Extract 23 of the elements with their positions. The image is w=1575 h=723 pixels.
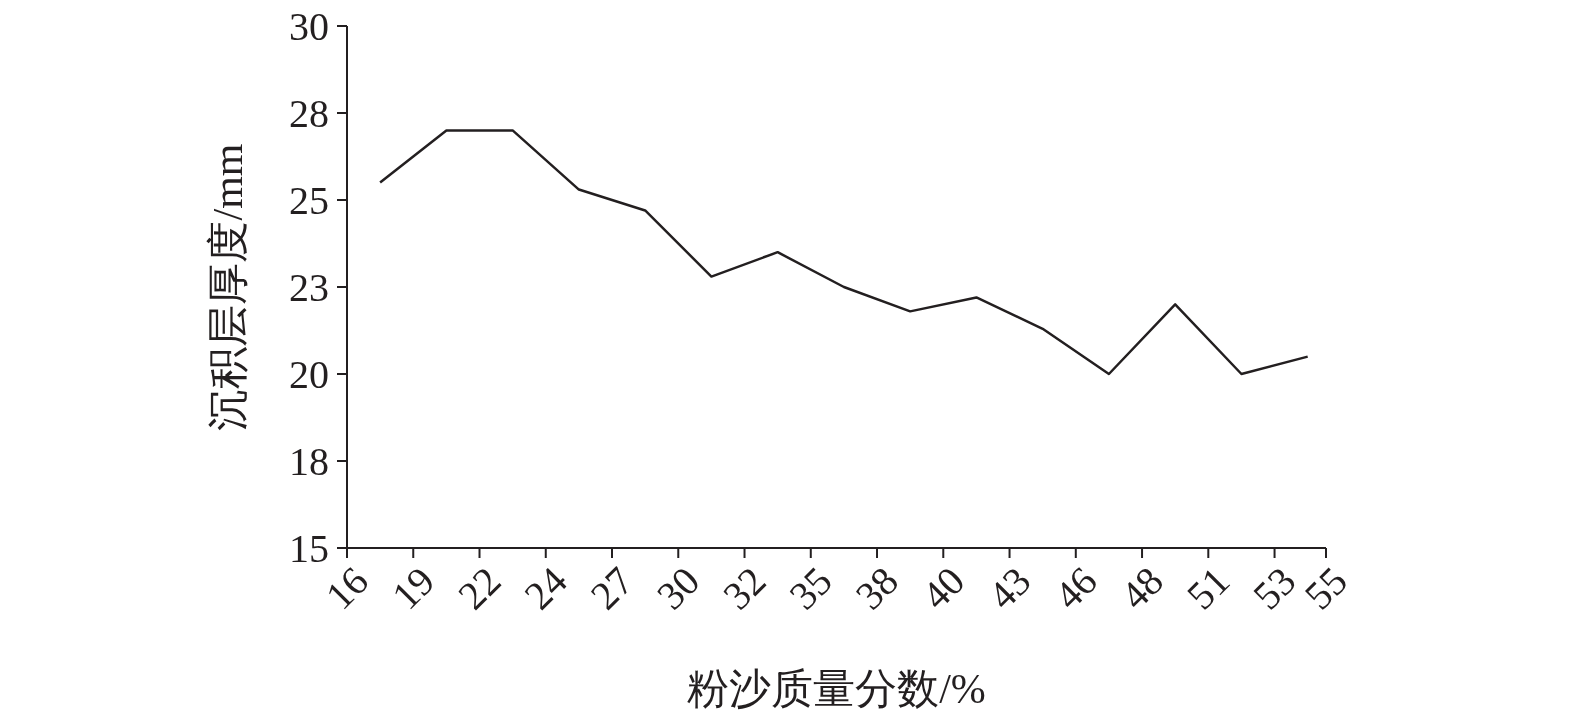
x-tick-label: 19 bbox=[383, 558, 444, 619]
y-tick-label: 18 bbox=[289, 438, 329, 484]
y-tick-label: 15 bbox=[289, 525, 329, 571]
x-tick-label: 46 bbox=[1045, 558, 1106, 619]
x-tick-label: 40 bbox=[913, 558, 974, 619]
y-tick-label: 28 bbox=[289, 90, 329, 136]
line-series bbox=[378, 129, 1309, 376]
x-tick-label: 43 bbox=[979, 558, 1040, 619]
x-tick-label: 32 bbox=[714, 558, 775, 619]
x-tick-label: 51 bbox=[1178, 558, 1239, 619]
y-tick-label: 23 bbox=[289, 264, 329, 310]
x-tick-label: 48 bbox=[1111, 558, 1172, 619]
x-tick-label: 35 bbox=[780, 558, 841, 619]
x-tick-label: 22 bbox=[449, 558, 510, 619]
y-tick-label: 30 bbox=[289, 3, 329, 49]
y-axis-title: 沉积层厚度/mm bbox=[205, 143, 251, 431]
x-tick-label: 27 bbox=[581, 558, 642, 619]
x-tick-label: 30 bbox=[648, 558, 709, 619]
y-tick-label: 25 bbox=[289, 177, 329, 223]
y-tick-label: 20 bbox=[289, 351, 329, 397]
x-tick-label: 24 bbox=[515, 558, 576, 619]
x-tick-label: 38 bbox=[846, 558, 907, 619]
x-axis-title: 粉沙质量分数/% bbox=[687, 666, 986, 712]
